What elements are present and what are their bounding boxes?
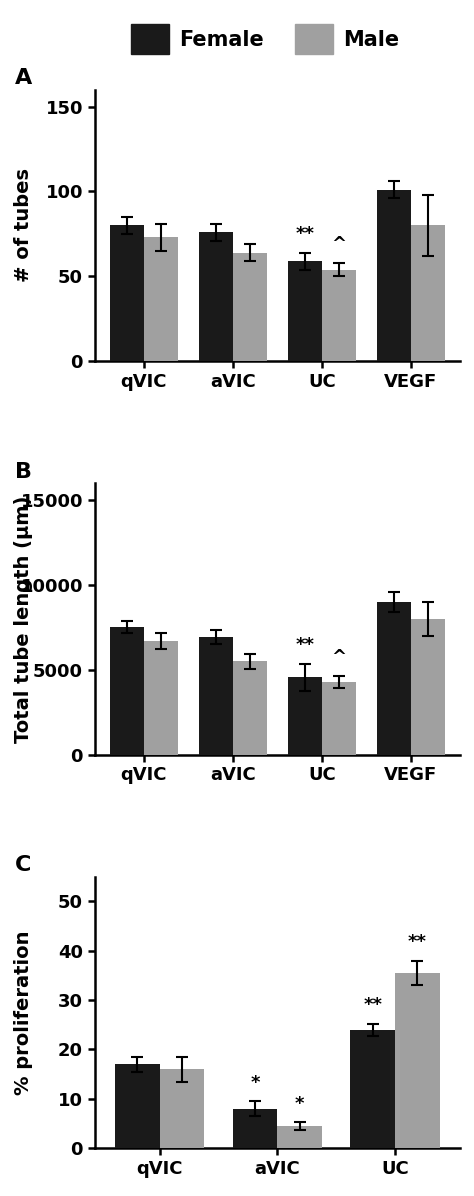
Y-axis label: % proliferation: % proliferation <box>14 930 33 1094</box>
Bar <box>115 1064 160 1148</box>
Text: ^: ^ <box>331 236 346 254</box>
Bar <box>277 1125 322 1148</box>
Bar <box>377 602 411 755</box>
Text: *: * <box>250 1074 260 1092</box>
Bar <box>233 661 266 755</box>
Text: **: ** <box>408 933 427 951</box>
Bar <box>144 237 178 361</box>
Bar <box>288 677 322 755</box>
Bar <box>350 1030 395 1148</box>
Text: C: C <box>15 855 31 875</box>
Bar <box>110 225 144 361</box>
Bar <box>233 1109 277 1148</box>
Text: *: * <box>295 1094 304 1112</box>
Bar <box>199 232 233 361</box>
Bar <box>160 1069 204 1148</box>
Bar <box>411 620 445 755</box>
Bar <box>288 261 322 361</box>
Bar <box>411 225 445 361</box>
Bar <box>377 190 411 361</box>
Bar <box>395 974 440 1148</box>
Bar <box>199 636 233 755</box>
Legend: Female, Male: Female, Male <box>131 24 400 54</box>
Bar <box>110 628 144 755</box>
Y-axis label: Total tube length (μm): Total tube length (μm) <box>14 495 33 743</box>
Text: **: ** <box>295 225 314 243</box>
Bar <box>233 252 266 361</box>
Bar <box>144 641 178 755</box>
Bar <box>322 682 356 755</box>
Text: **: ** <box>295 636 314 654</box>
Bar <box>322 269 356 361</box>
Text: B: B <box>15 462 31 482</box>
Text: A: A <box>15 68 32 89</box>
Y-axis label: # of tubes: # of tubes <box>14 169 33 282</box>
Text: ^: ^ <box>331 648 346 666</box>
Text: **: ** <box>363 996 382 1014</box>
